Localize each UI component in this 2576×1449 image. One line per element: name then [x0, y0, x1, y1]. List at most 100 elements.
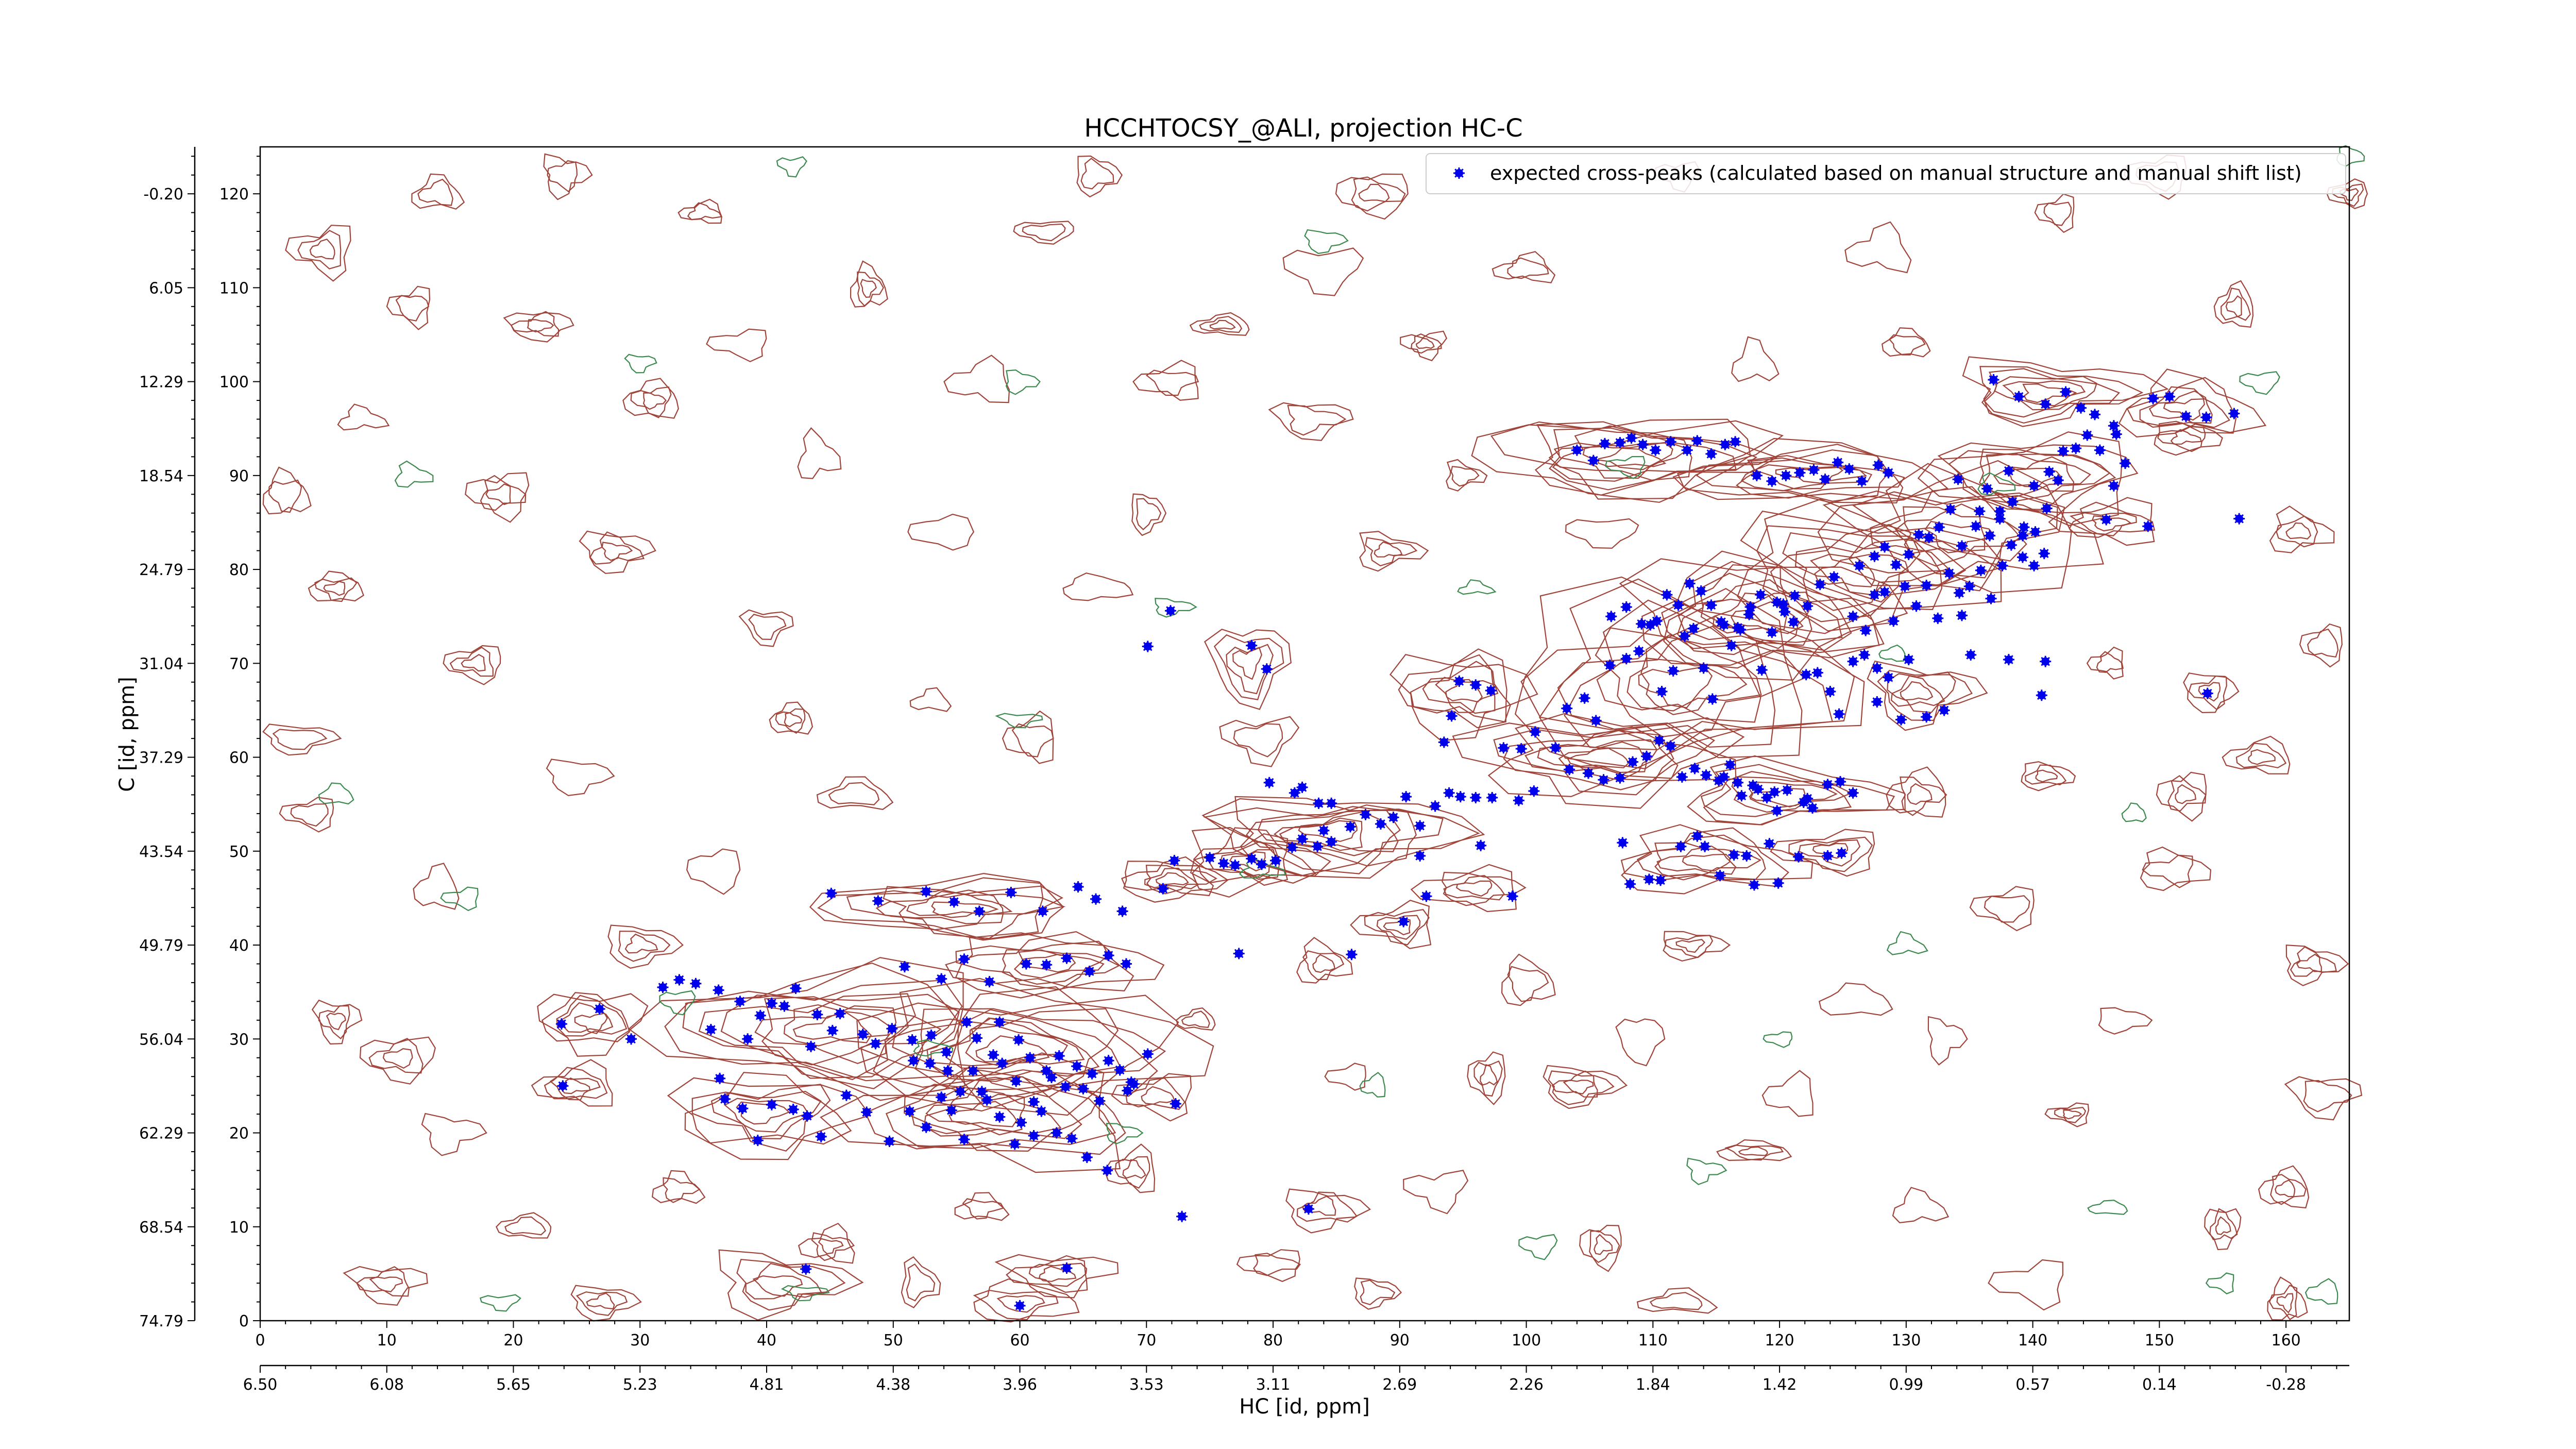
contour-line: [1810, 553, 1909, 596]
contour-line: [268, 479, 302, 513]
cross-peak-marker: [1045, 1071, 1057, 1083]
contour-line: [962, 1198, 1005, 1220]
cross-peak-marker: [1645, 619, 1656, 631]
contour-line: [1296, 937, 1353, 984]
cross-peak-marker: [1665, 436, 1676, 448]
negative-contour: [2239, 371, 2280, 395]
contour-line: [1558, 741, 1647, 773]
cross-peak-marker: [1736, 790, 1748, 802]
contour-cluster: [994, 1254, 1119, 1299]
noise-contour: [652, 1170, 706, 1204]
cross-peak-marker: [948, 896, 960, 908]
contour-line: [2215, 1216, 2231, 1235]
cross-peak-marker: [1571, 444, 1583, 456]
noise-contour: [411, 173, 465, 210]
cross-peak-marker: [1899, 580, 1911, 592]
cross-peak-marker: [958, 953, 970, 965]
contour-line: [2157, 426, 2206, 452]
noise-contour: [1731, 336, 1780, 382]
contour-line: [1006, 1255, 1088, 1293]
contour-line: [356, 1266, 410, 1297]
cross-peak-marker: [1788, 616, 1800, 628]
contour-line: [395, 295, 430, 322]
cross-peak-marker: [1792, 851, 1804, 863]
noise-contour: [1013, 221, 1074, 245]
contour-line: [775, 708, 806, 734]
noise-contour: [706, 328, 767, 362]
cross-peak-marker: [1814, 579, 1826, 591]
contour-line: [955, 932, 1165, 999]
y-ppm-tick-label: 31.04: [139, 655, 183, 673]
cross-peak-marker: [1204, 852, 1216, 864]
contour-line: [543, 153, 593, 200]
contour-line: [2044, 1102, 2090, 1127]
y-index-tick-label: 70: [229, 655, 249, 673]
contour-line: [1924, 520, 1996, 553]
contour-line: [2069, 501, 2156, 538]
contour-line: [1452, 717, 1745, 809]
cross-peak-marker: [2028, 560, 2040, 571]
cross-peak-marker: [981, 1094, 993, 1106]
cross-peak-marker: [1077, 1083, 1089, 1094]
cross-peak-marker: [942, 1065, 954, 1077]
y-ppm-tick-label: 12.29: [139, 374, 183, 392]
contour-line: [1487, 713, 1737, 797]
cross-peak-marker: [1705, 448, 1717, 460]
contour-line: [2285, 945, 2349, 986]
cross-peak-marker: [2041, 502, 2053, 514]
contour-line: [1661, 564, 1852, 651]
x-index-tick-label: 150: [2145, 1332, 2174, 1350]
contour-line: [1937, 442, 2139, 513]
contour-line: [510, 311, 560, 337]
noise-contour: [1359, 531, 1429, 572]
contour-line: [1106, 1123, 1144, 1144]
cross-peak-marker: [2018, 521, 2030, 533]
cross-peak-marker: [742, 1033, 754, 1045]
contour-line: [1738, 1146, 1768, 1156]
noise-contour: [2034, 193, 2075, 233]
noise-contour: [816, 776, 894, 810]
cross-peak-marker: [958, 1134, 970, 1145]
contour-line: [1543, 1065, 1628, 1109]
contour-line: [279, 797, 334, 833]
legend: expected cross-peaks (calculated based o…: [1426, 153, 2346, 194]
cross-peak-marker: [1101, 1165, 1113, 1176]
legend-marker-icon: [1453, 167, 1465, 179]
cross-peak-marker: [1050, 1127, 1062, 1139]
contour-line: [1537, 739, 1658, 781]
contour-line: [1844, 221, 1912, 274]
contour-line: [1253, 1253, 1301, 1276]
contour-line: [2270, 1174, 2307, 1205]
contour-line: [2148, 390, 2213, 424]
cross-peak-marker: [936, 973, 947, 985]
contour-line: [1351, 176, 1406, 212]
contour-line: [1410, 654, 1511, 723]
contour-line: [2307, 628, 2339, 658]
contour-line: [2276, 515, 2318, 548]
contour-line: [1155, 872, 1189, 886]
noise-contour: [1492, 251, 1556, 283]
contour-line: [1579, 1224, 1622, 1272]
negative-contour: [1886, 931, 1928, 955]
x-ppm-tick-label: 1.84: [1636, 1376, 1670, 1394]
contour-line: [2284, 1076, 2363, 1121]
contour-line: [1962, 356, 2169, 427]
contour-line: [309, 239, 335, 260]
y-ppm-tick-label: 68.54: [139, 1219, 183, 1237]
cross-peak-marker: [976, 1086, 988, 1098]
contour-line: [1563, 1080, 1594, 1094]
cross-peak-marker: [1604, 659, 1616, 671]
cross-peak-marker: [1691, 830, 1703, 842]
cross-peak-marker: [886, 1023, 898, 1035]
contour-line: [1696, 449, 1887, 502]
contour-line: [1114, 1156, 1150, 1189]
contour-cluster: [1962, 356, 2169, 427]
negative-contour: [479, 1294, 521, 1312]
contour-line: [1596, 626, 1761, 723]
contour-line: [846, 885, 1063, 939]
cross-peak-marker: [1013, 1034, 1025, 1046]
noise-contour: [359, 1036, 436, 1085]
cross-peak-marker: [2003, 654, 2014, 666]
cross-peak-marker: [1679, 630, 1690, 642]
cross-peak-marker: [906, 1034, 918, 1046]
